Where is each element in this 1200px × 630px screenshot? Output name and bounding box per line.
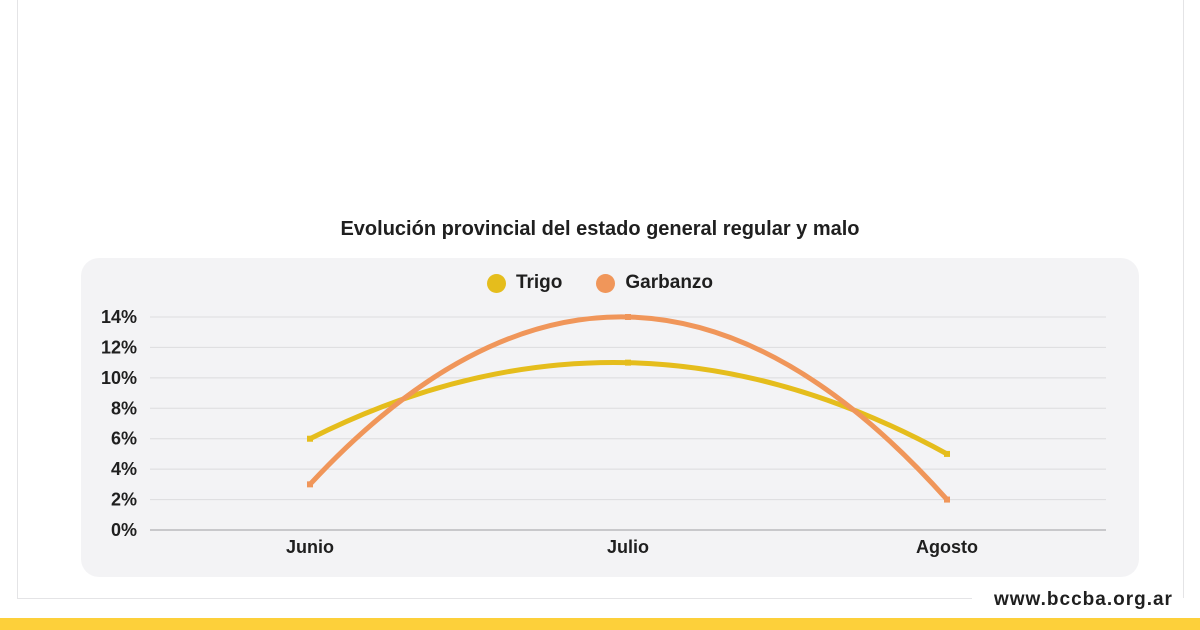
legend-label-garbanzo: Garbanzo	[625, 272, 714, 293]
grid-layer	[150, 316, 1106, 531]
data-point-trigo	[307, 435, 313, 442]
y-tick-label: 6%	[111, 429, 137, 449]
data-point-garbanzo	[625, 314, 631, 320]
legend-item-trigo[interactable]: Trigo	[486, 272, 563, 294]
brand-accent-bar	[0, 618, 1200, 630]
x-axis-ticks: Junio Julio Agosto	[286, 537, 978, 557]
y-tick-label: 4%	[111, 459, 137, 479]
frame-right-border	[1183, 0, 1184, 598]
legend-item-garbanzo[interactable]: Garbanzo	[596, 272, 713, 294]
data-point-trigo	[944, 450, 950, 457]
data-point-garbanzo	[307, 481, 313, 488]
y-axis-ticks: 0% 2% 4% 6% 8% 10% 12% 14%	[101, 307, 137, 540]
website-url[interactable]: www.bccba.org.ar	[994, 589, 1173, 610]
y-tick-label: 12%	[101, 337, 137, 357]
series-layer	[307, 314, 950, 503]
legend-dot-trigo	[486, 273, 506, 293]
chart-legend: Trigo Garbanzo	[0, 270, 1200, 296]
y-tick-label: 8%	[111, 398, 137, 418]
legend-label-trigo: Trigo	[515, 272, 563, 293]
chart-title: Evolución provincial del estado general …	[340, 218, 860, 240]
chart-panel	[81, 258, 1139, 577]
frame-left-border	[17, 0, 18, 598]
y-tick-label: 14%	[101, 307, 137, 327]
x-tick-label: Agosto	[916, 537, 978, 557]
legend-dot-garbanzo	[596, 273, 616, 293]
y-tick-label: 2%	[111, 490, 137, 510]
y-tick-label: 0%	[111, 520, 137, 540]
frame-bottom-border	[17, 598, 972, 599]
y-tick-label: 10%	[101, 368, 137, 388]
data-point-trigo	[625, 359, 631, 366]
x-tick-label: Junio	[286, 537, 334, 557]
x-tick-label: Julio	[607, 537, 649, 557]
data-point-garbanzo	[944, 496, 950, 503]
